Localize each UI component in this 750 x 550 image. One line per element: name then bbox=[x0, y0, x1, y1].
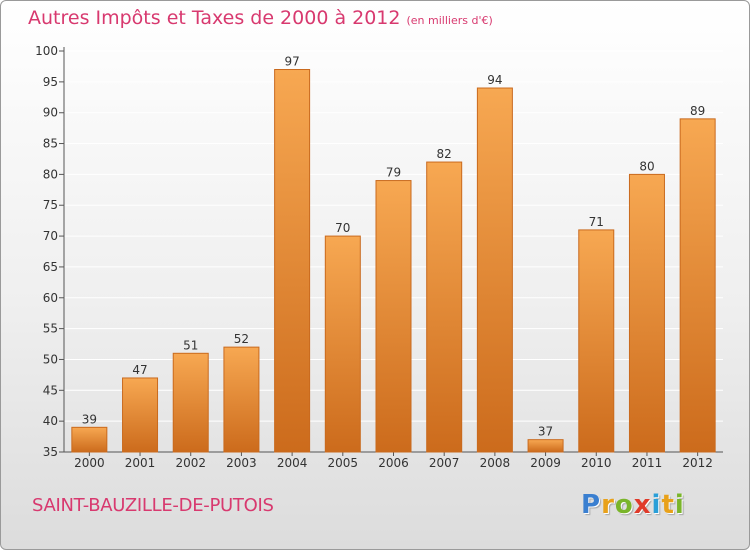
y-tick-label: 60 bbox=[43, 291, 58, 305]
y-tick-label: 75 bbox=[43, 198, 58, 212]
bar-2003 bbox=[223, 346, 260, 453]
y-tick-label: 55 bbox=[43, 322, 58, 336]
x-tick-label: 2009 bbox=[530, 456, 561, 470]
x-tick-label: 2007 bbox=[429, 456, 460, 470]
y-tick-label: 85 bbox=[43, 137, 58, 151]
chart-title: Autres Impôts et Taxes de 2000 à 2012 bbox=[28, 7, 401, 29]
logo-letter: P bbox=[581, 490, 602, 520]
bar-2010 bbox=[578, 229, 615, 453]
data-label: 39 bbox=[82, 412, 97, 426]
data-label: 37 bbox=[538, 425, 553, 439]
data-label: 82 bbox=[437, 147, 452, 161]
data-label: 79 bbox=[386, 166, 401, 180]
data-label: 52 bbox=[234, 332, 249, 346]
bar-2001 bbox=[122, 377, 159, 453]
proxiti-logo: Proxiti bbox=[581, 490, 685, 520]
y-tick-label: 95 bbox=[43, 75, 58, 89]
logo-letter: t bbox=[661, 490, 675, 520]
y-tick-label: 35 bbox=[43, 445, 58, 459]
data-label: 80 bbox=[639, 159, 654, 173]
logo-letter: o bbox=[614, 490, 634, 520]
y-tick-label: 70 bbox=[43, 229, 58, 243]
x-tick-label: 2004 bbox=[277, 456, 308, 470]
bar-2009 bbox=[527, 439, 564, 453]
data-label: 94 bbox=[487, 73, 502, 87]
bars bbox=[71, 69, 716, 453]
x-tick-label: 2005 bbox=[328, 456, 359, 470]
y-tick-label: 80 bbox=[43, 167, 58, 181]
x-tick-label: 2011 bbox=[632, 456, 663, 470]
commune-name: SAINT-BAUZILLE-DE-PUTOIS bbox=[32, 495, 274, 516]
x-tick-label: 2010 bbox=[581, 456, 612, 470]
bar-2012 bbox=[679, 118, 716, 453]
data-label: 97 bbox=[284, 55, 299, 69]
data-label: 71 bbox=[589, 215, 604, 229]
bar-2002 bbox=[172, 352, 209, 453]
x-tick-label: 2002 bbox=[175, 456, 206, 470]
y-tick-label: 50 bbox=[43, 352, 58, 366]
chart-subtitle: (en milliers d'€) bbox=[406, 14, 493, 27]
logo-letter: r bbox=[601, 490, 615, 520]
bar-2000 bbox=[71, 426, 108, 453]
data-label: 89 bbox=[690, 104, 705, 118]
y-tick-label: 40 bbox=[43, 414, 58, 428]
axes: 35 40 45 50 55 60 65 70 75 80 85 90 95 100 2000 2001 200… bbox=[35, 44, 723, 470]
bar-2006 bbox=[375, 180, 412, 453]
value-labels: 39 47 51 52 97 70 79 82 94 37 71 80 89 bbox=[82, 55, 706, 439]
y-tick-label: 65 bbox=[43, 260, 58, 274]
logo-letter: i bbox=[651, 490, 662, 520]
y-tick-label: 100 bbox=[35, 44, 58, 58]
y-tick-label: 90 bbox=[43, 106, 58, 120]
x-tick-label: 2001 bbox=[125, 456, 156, 470]
chart-title-block: Autres Impôts et Taxes de 2000 à 2012 (en… bbox=[28, 7, 493, 29]
bar-2008 bbox=[476, 87, 513, 453]
bar-2007 bbox=[426, 161, 463, 453]
x-tick-label: 2008 bbox=[480, 456, 511, 470]
data-label: 70 bbox=[335, 221, 350, 235]
bar-2005 bbox=[324, 235, 361, 453]
x-tick-label: 2003 bbox=[226, 456, 257, 470]
y-tick-label: 45 bbox=[43, 383, 58, 397]
x-tick-label: 2006 bbox=[378, 456, 409, 470]
x-tick-label: 2012 bbox=[682, 456, 713, 470]
x-tick-label: 2000 bbox=[74, 456, 105, 470]
data-label: 47 bbox=[132, 363, 147, 377]
logo-letter: i bbox=[674, 490, 685, 520]
logo-letter: x bbox=[633, 490, 652, 520]
bar-2011 bbox=[628, 173, 665, 453]
data-label: 51 bbox=[183, 338, 198, 352]
bar-2004 bbox=[274, 69, 311, 453]
